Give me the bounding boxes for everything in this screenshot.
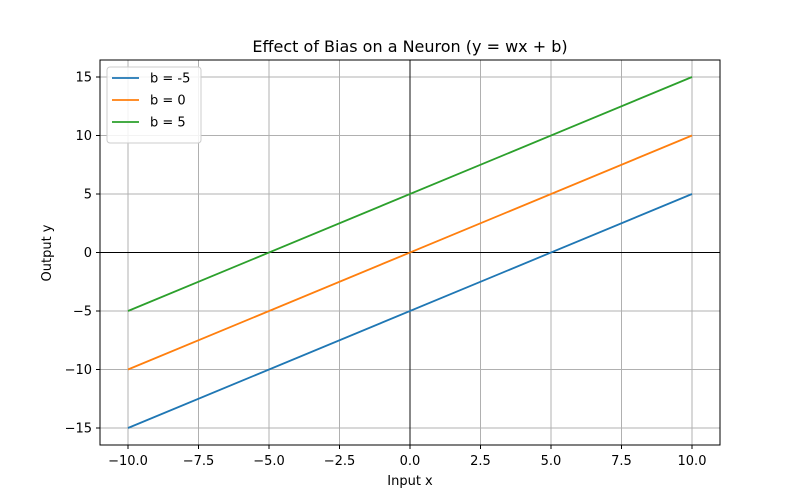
y-tick-label: 15 [75,71,92,86]
y-tick-label: 10 [75,129,92,144]
x-axis-ticks: −10.0 −7.5 −5.0 −2.5 0.0 2.5 5.0 7.5 10.0 [108,445,706,469]
x-tick-label: 10.0 [678,454,707,469]
y-tick-label: 5 [84,188,92,203]
y-tick-label: −10 [65,363,92,378]
x-tick-label: −7.5 [183,454,215,469]
legend-box [106,66,202,144]
series-line-2 [127,134,693,371]
series-line-3 [127,76,693,312]
y-tick-label: −15 [65,422,92,437]
legend-label-2: b = 0 [150,94,186,109]
x-tick-label: −10.0 [108,454,148,469]
y-tick-label: −5 [73,305,92,320]
x-tick-label: 5.0 [541,454,562,469]
y-tick-label: 0 [84,246,92,261]
x-axis-label: Input x [387,474,433,489]
y-axis-label: Output y [40,224,55,281]
series-line-1 [127,193,693,429]
legend: b = -5 b = 0 b = 5 [106,66,202,144]
x-tick-label: 0.0 [400,454,421,469]
series-lines [127,76,693,429]
legend-label-1: b = -5 [150,72,190,87]
y-axis-ticks: −15 −10 −5 0 5 10 15 [65,71,100,437]
x-tick-label: 2.5 [470,454,491,469]
x-tick-label: 7.5 [611,454,632,469]
chart-title: Effect of Bias on a Neuron (y = wx + b) [252,37,567,56]
x-tick-label: −5.0 [253,454,285,469]
x-tick-label: −2.5 [324,454,356,469]
legend-label-3: b = 5 [150,116,186,131]
